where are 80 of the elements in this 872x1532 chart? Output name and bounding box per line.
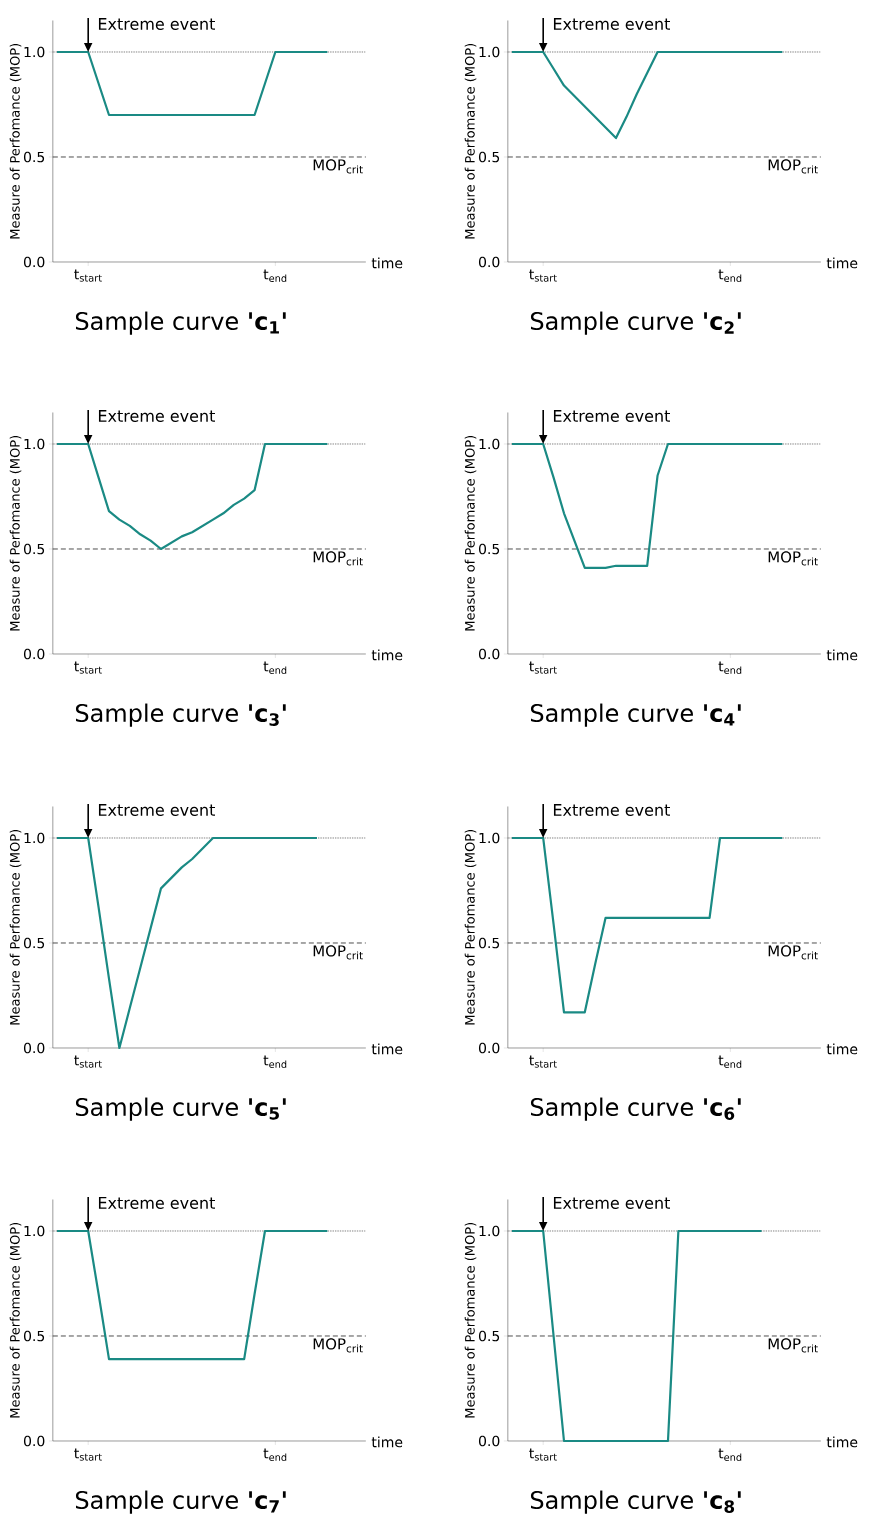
x-axis-title: time bbox=[371, 1043, 403, 1055]
x-tick-label: t$_{end}$ bbox=[718, 269, 742, 282]
y-axis-title: Measure of Perfomance (MOP) bbox=[464, 1222, 477, 1418]
annotation: Extreme event bbox=[98, 804, 215, 816]
x-tick-label: t$_{end}$ bbox=[718, 1055, 742, 1068]
x-tick-label: t$_{start}$ bbox=[529, 1055, 557, 1068]
x-tick-label: t$_{start}$ bbox=[529, 1448, 557, 1461]
y-tick-label: 0.5 bbox=[478, 151, 500, 163]
x-axis-title: time bbox=[826, 257, 858, 269]
annotation: Extreme event bbox=[98, 18, 215, 30]
x-tick-label: t$_{start}$ bbox=[74, 661, 102, 674]
x-axis-title: time bbox=[826, 649, 858, 661]
y-tick-label: 1.0 bbox=[479, 438, 500, 450]
ref-line-label: MOP$_{crit}$ bbox=[768, 1338, 818, 1353]
x-axis-title: time bbox=[371, 1436, 403, 1448]
y-tick-label: 1.0 bbox=[24, 832, 45, 844]
y-tick-label: 0.5 bbox=[478, 1330, 500, 1342]
y-tick-label: 0.5 bbox=[23, 151, 45, 163]
y-axis-title: Measure of Perfomance (MOP) bbox=[9, 829, 22, 1025]
x-tick-label: t$_{start}$ bbox=[529, 269, 557, 282]
chart-title: Sample curve 'c$_{2}$' bbox=[530, 311, 741, 335]
annotation: Extreme event bbox=[553, 804, 670, 816]
y-tick-label: 0.0 bbox=[23, 1042, 45, 1054]
y-tick-label: 0.5 bbox=[23, 937, 45, 949]
ref-line-label: MOP$_{crit}$ bbox=[768, 945, 818, 960]
x-tick-label: t$_{start}$ bbox=[529, 661, 557, 674]
y-tick-label: 0.0 bbox=[478, 1042, 500, 1054]
y-tick-label: 0.5 bbox=[23, 1330, 45, 1342]
y-tick-label: 1.0 bbox=[479, 1225, 500, 1237]
x-axis-title: time bbox=[826, 1043, 858, 1055]
x-tick-label: t$_{end}$ bbox=[263, 661, 287, 674]
annotation: Extreme event bbox=[98, 410, 215, 422]
ref-line-label: MOP$_{crit}$ bbox=[313, 945, 363, 960]
x-tick-label: t$_{end}$ bbox=[263, 269, 287, 282]
y-axis-title: Measure of Perfomance (MOP) bbox=[9, 435, 22, 631]
x-axis-title: time bbox=[826, 1436, 858, 1448]
y-tick-label: 0.5 bbox=[478, 543, 500, 555]
ref-line-label: MOP$_{crit}$ bbox=[313, 551, 363, 566]
x-tick-label: t$_{start}$ bbox=[74, 1448, 102, 1461]
annotation: Extreme event bbox=[553, 410, 670, 422]
ref-line-label: MOP$_{crit}$ bbox=[768, 551, 818, 566]
y-axis-title: Measure of Perfomance (MOP) bbox=[9, 43, 22, 239]
y-tick-label: 0.0 bbox=[478, 648, 500, 660]
y-tick-label: 0.0 bbox=[478, 256, 500, 268]
chart-title: Sample curve 'c$_{7}$' bbox=[75, 1490, 286, 1514]
chart-title: Sample curve 'c$_{1}$' bbox=[75, 311, 286, 335]
chart-title: Sample curve 'c$_{3}$' bbox=[75, 703, 286, 727]
y-tick-label: 0.0 bbox=[23, 256, 45, 268]
x-tick-label: t$_{end}$ bbox=[263, 1055, 287, 1068]
y-tick-label: 0.5 bbox=[23, 543, 45, 555]
y-tick-label: 1.0 bbox=[479, 832, 500, 844]
y-tick-label: 0.0 bbox=[23, 648, 45, 660]
y-tick-label: 1.0 bbox=[24, 1225, 45, 1237]
y-axis-title: Measure of Perfomance (MOP) bbox=[9, 1222, 22, 1418]
ref-line-label: MOP$_{crit}$ bbox=[313, 1338, 363, 1353]
x-tick-label: t$_{end}$ bbox=[263, 1448, 287, 1461]
y-axis-title: Measure of Perfomance (MOP) bbox=[464, 829, 477, 1025]
ref-line-label: MOP$_{crit}$ bbox=[768, 159, 818, 174]
annotation: Extreme event bbox=[553, 1197, 670, 1209]
x-tick-label: t$_{start}$ bbox=[74, 269, 102, 282]
chart-title: Sample curve 'c$_{4}$' bbox=[530, 703, 741, 727]
y-tick-label: 0.0 bbox=[23, 1435, 45, 1447]
annotation: Extreme event bbox=[553, 18, 670, 30]
x-axis-title: time bbox=[371, 257, 403, 269]
x-axis-title: time bbox=[371, 649, 403, 661]
y-tick-label: 0.0 bbox=[478, 1435, 500, 1447]
y-axis-title: Measure of Perfomance (MOP) bbox=[464, 43, 477, 239]
y-tick-label: 1.0 bbox=[479, 46, 500, 58]
chart-title: Sample curve 'c$_{6}$' bbox=[530, 1097, 741, 1121]
y-tick-label: 1.0 bbox=[24, 46, 45, 58]
ref-line-label: MOP$_{crit}$ bbox=[313, 159, 363, 174]
y-tick-label: 1.0 bbox=[24, 438, 45, 450]
x-tick-label: t$_{end}$ bbox=[718, 661, 742, 674]
annotation: Extreme event bbox=[98, 1197, 215, 1209]
x-tick-label: t$_{start}$ bbox=[74, 1055, 102, 1068]
y-axis-title: Measure of Perfomance (MOP) bbox=[464, 435, 477, 631]
chart-title: Sample curve 'c$_{8}$' bbox=[530, 1490, 741, 1514]
x-tick-label: t$_{end}$ bbox=[718, 1448, 742, 1461]
y-tick-label: 0.5 bbox=[478, 937, 500, 949]
chart-title: Sample curve 'c$_{5}$' bbox=[75, 1097, 286, 1121]
